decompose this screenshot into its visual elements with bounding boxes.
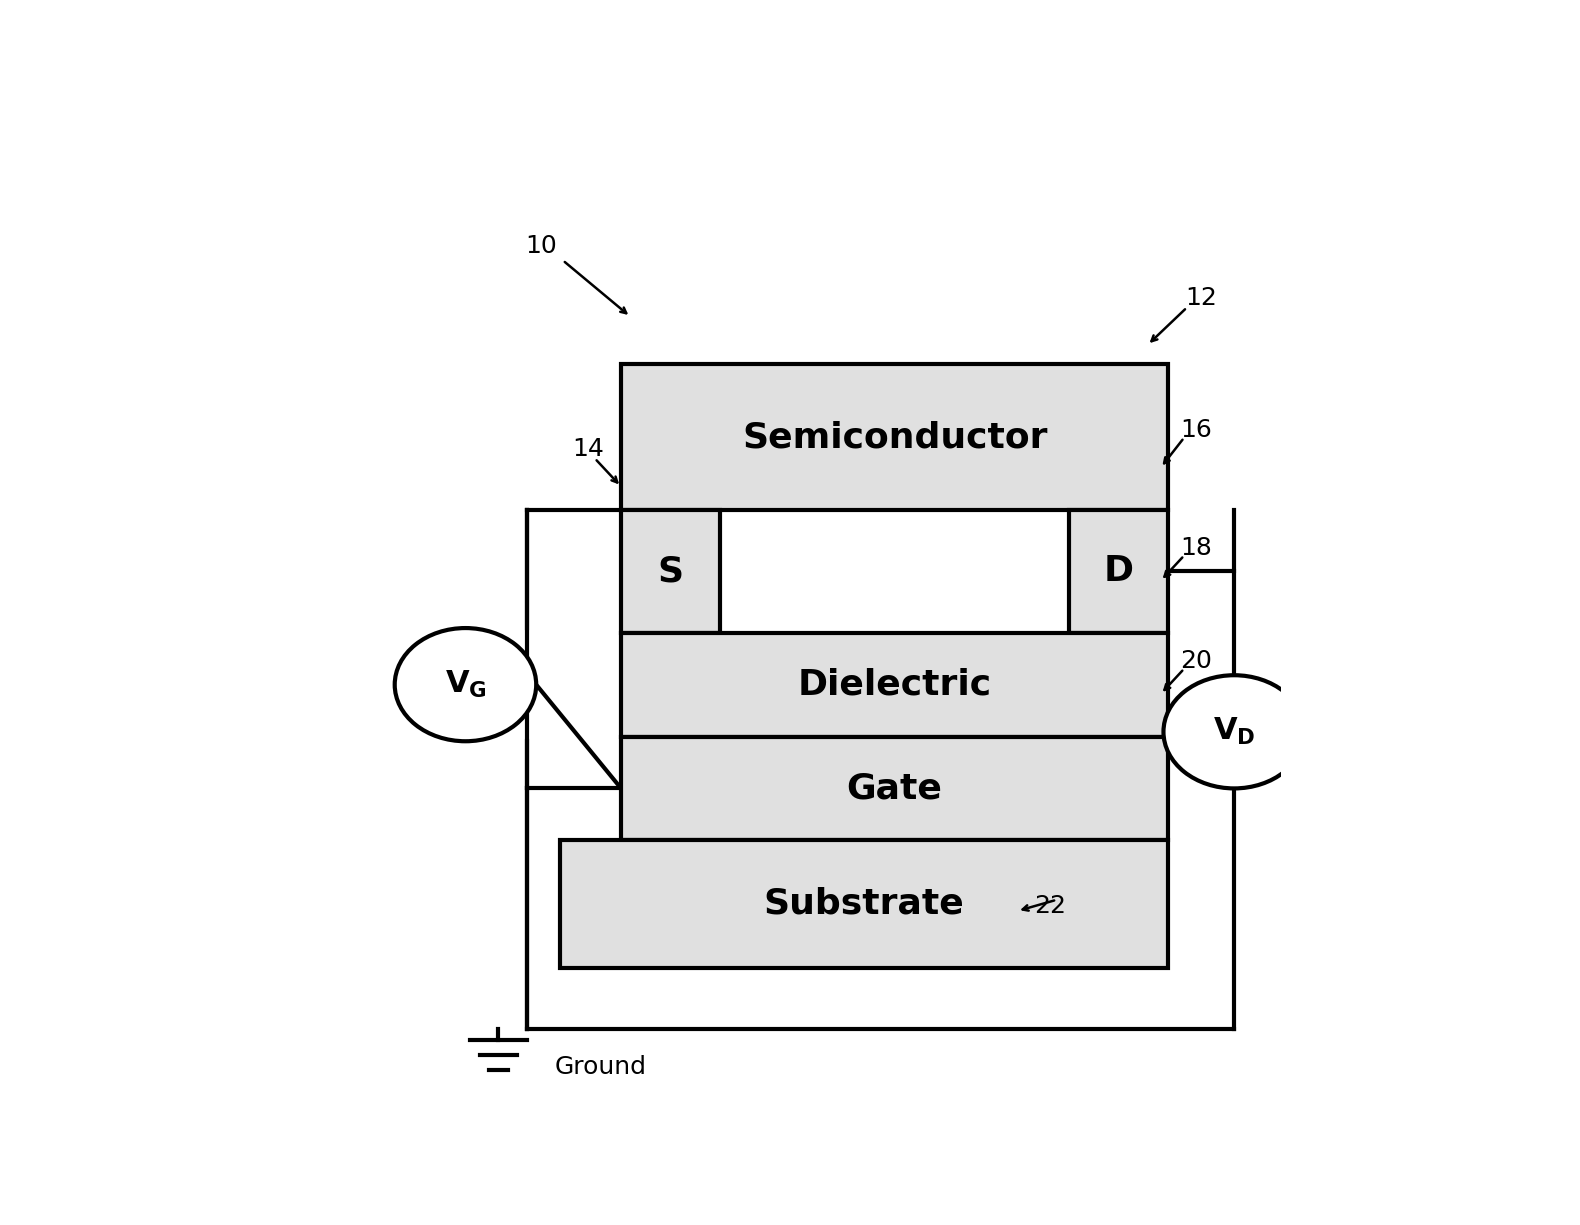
Bar [621, 364, 1168, 510]
Text: Semiconductor: Semiconductor [743, 420, 1048, 454]
Text: S: S [657, 555, 684, 588]
Bar [621, 736, 1168, 840]
Text: $\mathbf{V}_\mathbf{G}$: $\mathbf{V}_\mathbf{G}$ [444, 669, 487, 701]
Text: $\mathbf{V}_\mathbf{D}$: $\mathbf{V}_\mathbf{D}$ [1213, 717, 1256, 747]
Text: 12: 12 [1185, 285, 1217, 310]
Bar [621, 633, 1168, 736]
Text: 14: 14 [572, 437, 604, 461]
Text: Dielectric: Dielectric [798, 668, 992, 702]
Text: Substrate: Substrate [763, 887, 964, 921]
Ellipse shape [395, 628, 536, 741]
Bar [1070, 510, 1168, 633]
Bar [559, 840, 1168, 968]
Text: 22: 22 [1035, 894, 1067, 919]
Text: 18: 18 [1180, 535, 1212, 560]
Text: 16: 16 [1180, 418, 1212, 442]
Text: Ground: Ground [555, 1055, 648, 1079]
Bar [621, 510, 720, 633]
Text: 10: 10 [525, 234, 556, 258]
Text: 20: 20 [1180, 649, 1212, 673]
Text: Gate: Gate [847, 772, 943, 805]
Text: D: D [1104, 555, 1134, 588]
Ellipse shape [1163, 675, 1305, 789]
